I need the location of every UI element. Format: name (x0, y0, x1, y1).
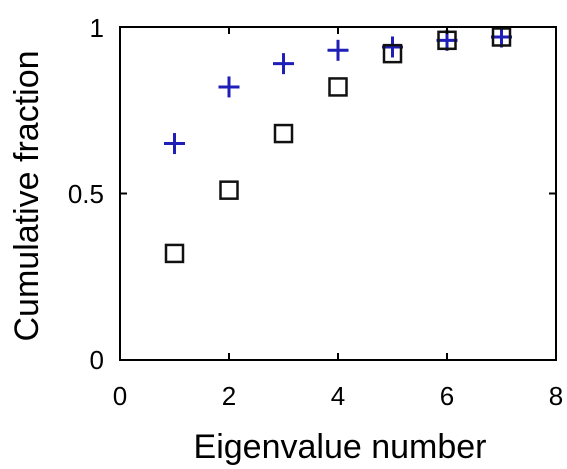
ticks-layer (119, 26, 557, 361)
plus-marker-point (436, 29, 458, 51)
square-marker-point (273, 123, 294, 144)
plus-marker-point (327, 39, 349, 61)
square-marker-point (164, 243, 185, 264)
plus-marker-point (382, 36, 403, 58)
plus-marker-point (218, 76, 240, 98)
y-tick-label-0: 0 (90, 345, 104, 375)
plot-frame (119, 26, 557, 361)
square-marker-point (219, 180, 239, 200)
square-marker-point (382, 43, 403, 64)
plus-marker-point (491, 26, 512, 48)
y-axis-title: Cumulative fraction (8, 50, 46, 341)
y-tick-label-0-5: 0.5 (68, 179, 104, 209)
marks-layer (164, 26, 512, 264)
x-tick-label-8: 8 (549, 381, 563, 411)
x-tick-label-2: 2 (222, 381, 236, 411)
x-tick-label-0: 0 (113, 381, 127, 411)
square-marker-point (328, 77, 348, 97)
plus-marker-point (273, 53, 294, 75)
plus-marker-point (164, 133, 185, 155)
square-marker-point (491, 27, 512, 47)
x-tick-label-4: 4 (331, 381, 345, 411)
y-tick-label-1: 1 (90, 13, 104, 43)
x-axis-title: Eigenvalue number (194, 428, 487, 466)
x-tick-label-6: 6 (440, 381, 454, 411)
